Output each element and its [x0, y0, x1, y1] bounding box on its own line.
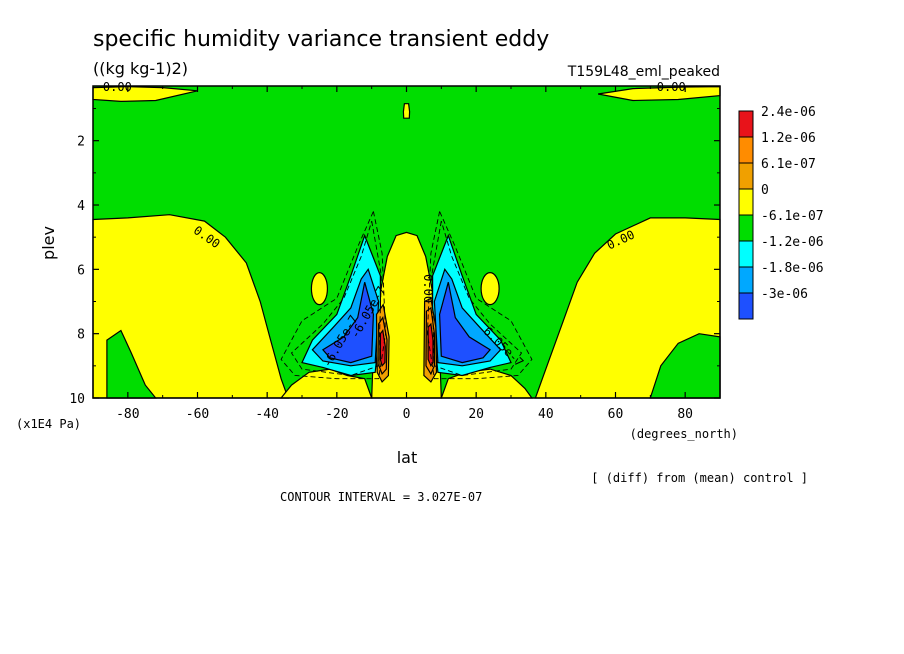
legend-label: 0 [761, 183, 769, 198]
x-tick-label: -60 [186, 407, 209, 422]
x-axis-units: (degrees_north) [630, 427, 738, 441]
run-label: T159L48_eml_peaked [567, 64, 720, 80]
legend-swatch [738, 162, 754, 190]
legend-label: 6.1e-07 [761, 157, 816, 172]
y-tick-label: 4 [77, 199, 85, 214]
y-tick-label: 6 [77, 263, 85, 278]
x-tick-label: -40 [255, 407, 278, 422]
legend-swatch [738, 188, 754, 216]
legend-swatch [738, 136, 754, 164]
contour-label: 0.00 [103, 80, 132, 94]
nh-dashed-contour [426, 209, 533, 380]
y-tick-label: 2 [77, 135, 85, 150]
legend-label: -1.8e-06 [761, 261, 824, 276]
nh-dashed-contour [431, 220, 523, 376]
x-tick-label: -20 [325, 407, 348, 422]
legend-label: -3e-06 [761, 287, 808, 302]
contour-label: 0.00 [421, 274, 435, 303]
plot-area: 0.00 0.000.00 0.000.00-6.05e-7 6.05e-7-6.05… [92, 80, 721, 399]
legend-swatch [738, 214, 754, 242]
chart-units: ((kg kg-1)2) [93, 59, 188, 78]
legend-label: -6.1e-07 [761, 209, 824, 224]
nh-peak-core [427, 322, 434, 368]
nh-small-blob [480, 272, 500, 306]
sh-small-blob [310, 272, 329, 306]
x-tick-label: 0 [403, 407, 411, 422]
equatorial-top-blob [402, 103, 411, 119]
y-axis: 2 4 6 8 10 [69, 108, 720, 407]
y-axis-units: (x1E4 Pa) [16, 417, 81, 431]
legend-swatch [738, 266, 754, 294]
sh-dashed-contour [290, 220, 382, 376]
negative-contour-lines [280, 209, 533, 380]
nh-negative-3 [438, 282, 492, 364]
legend-label: 2.4e-06 [761, 105, 816, 120]
contour-interval: CONTOUR INTERVAL = 3.027E-07 [280, 490, 482, 504]
legend-label: 1.2e-06 [761, 131, 816, 146]
x-axis: -80 -60 -40 -20 0 20 40 60 80 [116, 86, 693, 422]
color-legend: 2.4e-06 1.2e-06 6.1e-07 0 -6.1e-07 -1.2e-06 -1… [738, 105, 824, 320]
contour-fills [92, 85, 721, 399]
x-tick-label: 80 [677, 407, 693, 422]
legend-swatch [738, 292, 754, 320]
x-axis-label: lat [397, 448, 418, 467]
nh-top-positive [597, 85, 721, 102]
sh-negative-3 [321, 282, 375, 364]
legend-swatch [738, 240, 754, 268]
sh-top-positive [92, 85, 198, 103]
x-tick-label: 20 [468, 407, 484, 422]
sh-dashed-contour [280, 209, 387, 380]
legend-label: -1.2e-06 [761, 235, 824, 250]
x-tick-label: -80 [116, 407, 139, 422]
diff-note: [ (diff) from (mean) control ] [591, 471, 808, 485]
chart-title: specific humidity variance transient edd… [93, 27, 549, 52]
x-tick-label: 40 [538, 407, 554, 422]
contour-label: 0.00 [657, 80, 686, 94]
x-tick-label: 60 [608, 407, 624, 422]
y-axis-label: plev [39, 226, 58, 260]
legend-swatch [738, 110, 754, 138]
y-tick-label: 8 [77, 328, 85, 343]
y-tick-label: 10 [69, 392, 85, 407]
